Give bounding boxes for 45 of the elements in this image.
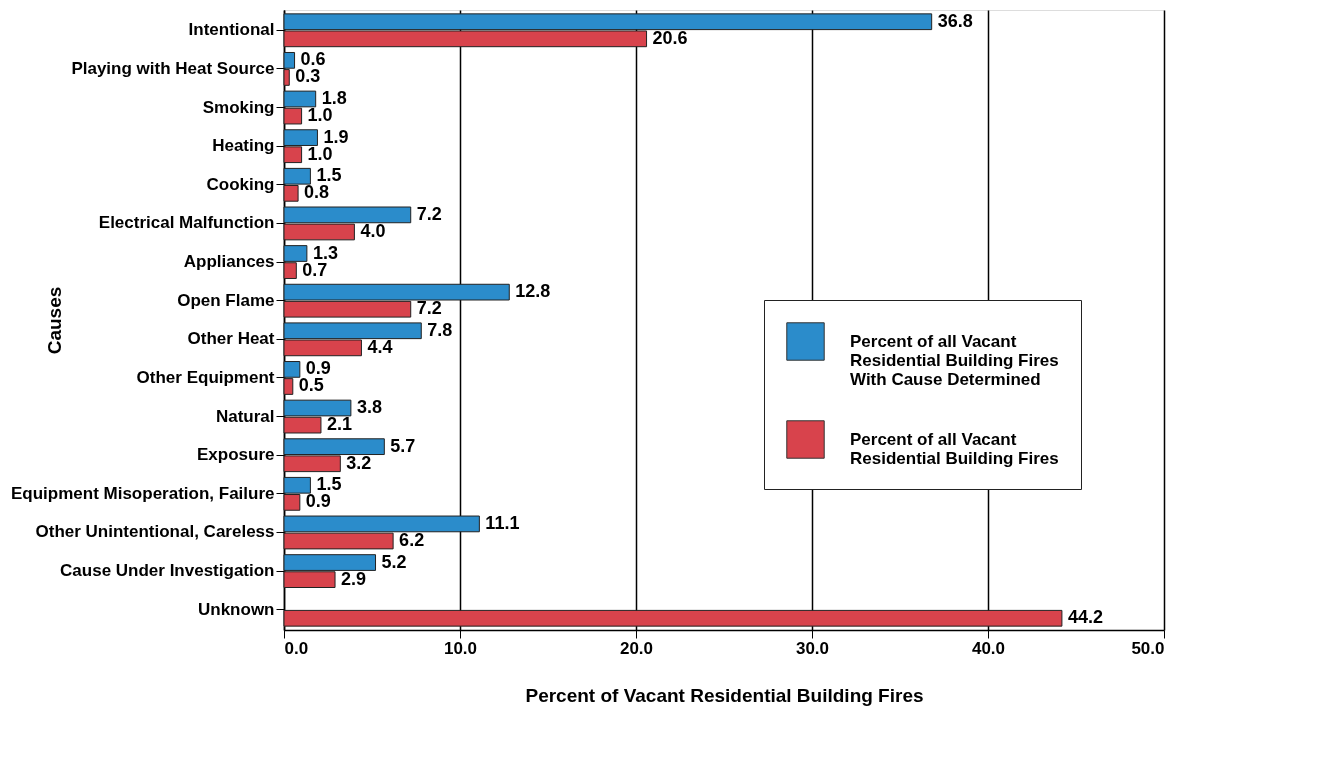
data-label: 5.2 — [381, 551, 407, 572]
legend-label: Percent of all Vacant Residential Building Fires — [850, 429, 1059, 468]
data-label: 7.2 — [416, 298, 442, 319]
y-tick-label: Equipment Misoperation, Failure — [10, 483, 275, 503]
data-label: 12.8 — [515, 281, 551, 302]
y-tick-label: Appliances — [183, 252, 275, 272]
data-label: 6.2 — [399, 530, 425, 551]
y-tick-label: Unknown — [198, 599, 275, 619]
data-label: 1.8 — [321, 87, 347, 108]
y-tick-label: Heating — [212, 136, 275, 156]
data-label: 1.0 — [307, 105, 333, 126]
y-tick-label: Exposure — [197, 445, 275, 465]
data-label: 7.8 — [427, 319, 453, 340]
x-tick-label: 0.0 — [284, 638, 309, 658]
data-label: 3.8 — [356, 397, 382, 418]
legend-label: Percent of all Vacant Residential Building Fires With Cause Determined — [850, 331, 1059, 389]
data-label: 4.0 — [360, 220, 386, 241]
x-tick-label: 50.0 — [1131, 638, 1165, 658]
data-label: 36.8 — [937, 10, 973, 31]
x-tick-label: 20.0 — [619, 638, 654, 658]
data-label: 20.6 — [652, 27, 688, 48]
y-tick-label: Intentional — [188, 20, 275, 40]
x-tick-label: 30.0 — [795, 638, 830, 658]
x-tick-label: 40.0 — [971, 638, 1006, 658]
data-label: 44.2 — [1067, 607, 1103, 628]
data-label: 4.4 — [367, 336, 393, 357]
y-tick-label: Other Equipment — [136, 367, 275, 387]
y-tick-label: Smoking — [202, 97, 275, 117]
data-label: 11.1 — [485, 512, 520, 533]
y-tick-label: Cause Under Investigation — [60, 561, 275, 581]
data-label: 7.2 — [416, 203, 442, 224]
y-tick-label: Cooking — [206, 174, 275, 194]
data-label: 2.1 — [326, 414, 352, 435]
y-tick-label: Electrical Malfunction — [98, 213, 275, 233]
y-tick-label: Natural — [215, 406, 275, 426]
y-tick-label: Other Unintentional, Careless — [35, 522, 275, 542]
y-axis-title: Causes — [43, 286, 65, 355]
x-axis-title: Percent of Vacant Residential Building Fires — [525, 684, 924, 706]
y-tick-label: Playing with Heat Source — [71, 58, 275, 78]
data-label: 5.7 — [390, 435, 416, 456]
y-tick-label: Open Flame — [177, 290, 275, 310]
x-tick-label: 10.0 — [443, 638, 478, 658]
data-label: 3.2 — [346, 452, 372, 473]
y-tick-label: Other Heat — [187, 329, 275, 349]
data-label: 2.9 — [341, 568, 367, 589]
